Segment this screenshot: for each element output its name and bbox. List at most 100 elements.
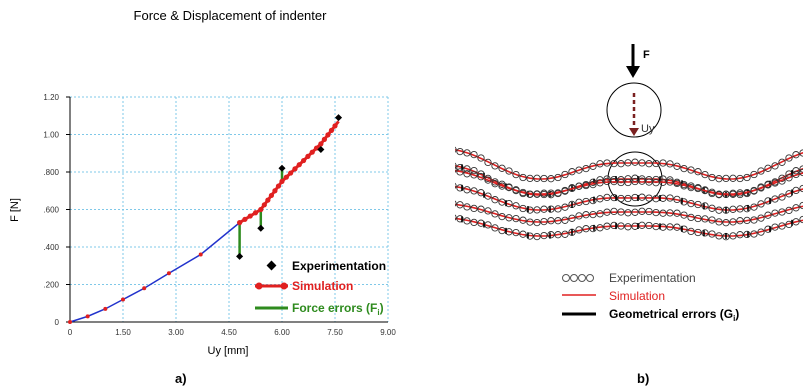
experimental-point [792, 170, 800, 179]
experimental-point [757, 228, 765, 236]
y-tick-label: 1.00 [43, 131, 59, 140]
experimental-point [540, 189, 548, 197]
experimental-point [778, 158, 786, 166]
experimental-point [456, 168, 464, 176]
experimental-point [764, 211, 772, 219]
force-displacement-chart: 0 1.50 3.00 4.50 6.00 7.50 9.00 0 .200 .400 .600 .8… [9, 93, 396, 357]
experimental-point [617, 178, 625, 187]
experimental-point [533, 190, 541, 198]
legend-item-force-errors: Force errors (Fi) [255, 301, 384, 317]
experimental-point [561, 230, 569, 238]
experimental-point [512, 170, 520, 179]
simulation-dot [328, 127, 335, 133]
experimental-point [477, 154, 485, 162]
simulation-dot [296, 162, 302, 168]
legend-marker-circle [578, 274, 586, 282]
experimental-point [701, 229, 709, 237]
experimental-point [463, 203, 471, 211]
experimental-point [680, 182, 688, 190]
x-tick-label: 7.50 [327, 328, 343, 337]
experimental-point [785, 154, 793, 162]
experimental-point [582, 164, 590, 173]
experimental-point [470, 150, 478, 159]
experimental-point [596, 210, 604, 218]
experimental-point [596, 160, 604, 168]
simulation-dot [272, 188, 278, 194]
simulation-dot [268, 192, 274, 199]
experimental-point [589, 210, 597, 219]
experimental-point [519, 216, 527, 224]
experimental-point [463, 165, 471, 173]
experimental-point [687, 199, 695, 208]
legend-label: Geometrical errors (Gi) [609, 307, 739, 323]
experimental-point [645, 207, 653, 216]
experimental-point [645, 160, 653, 168]
experimental-point [624, 194, 632, 203]
simulation-dot [309, 149, 315, 155]
legend-label: Experimentation [609, 271, 696, 285]
experimental-point [561, 187, 569, 195]
experimental-point [680, 198, 688, 206]
experimental-point [547, 205, 555, 213]
legend-b-item-experimentation: Experimentation [562, 271, 696, 285]
experimental-point [547, 175, 555, 183]
experimental-point [764, 181, 772, 189]
legend-marker-circle [570, 274, 578, 282]
experimental-point [785, 174, 793, 182]
experimental-point [456, 147, 464, 156]
experimental-point [722, 219, 730, 227]
experimental-point [519, 188, 527, 197]
legend-label: Simulation [292, 279, 353, 293]
force-arrow [626, 44, 640, 78]
experimental-point [610, 193, 618, 202]
experimental-point [533, 206, 541, 214]
simulation-dot [275, 183, 282, 189]
experimental-point [757, 167, 765, 175]
chart-title: Force & Displacement of indenter [133, 8, 327, 23]
experimental-point [610, 221, 618, 230]
x-tick-label: 6.00 [274, 328, 290, 337]
legend: Experimentation Simulation Force errors … [255, 259, 386, 317]
experimental-point [729, 174, 737, 182]
x-axis-label: Uy [mm] [208, 345, 249, 357]
x-tick-label: 3.00 [168, 328, 184, 337]
simulation-point [166, 271, 171, 276]
experimental-point [757, 184, 765, 192]
legend-marker-dot [280, 282, 288, 290]
experimental-point [624, 159, 632, 167]
experimental-point [624, 178, 632, 187]
experimental-point [764, 164, 772, 172]
legend-label: Simulation [609, 289, 665, 303]
experimental-point [596, 179, 604, 187]
experimental-point [505, 183, 513, 192]
experimental-point [673, 223, 681, 231]
experimental-point [799, 184, 803, 193]
experimental-point [463, 149, 471, 157]
experimental-point [631, 177, 639, 186]
fibers [455, 146, 803, 241]
experimental-point [455, 214, 457, 221]
experimental-point [722, 174, 730, 183]
experimental-point [708, 230, 716, 238]
experimental-point [582, 225, 590, 233]
experimental-point [750, 230, 758, 238]
indentation-diagram: F Uy Experimentation Simulation Geome [455, 44, 803, 323]
experimental-point [589, 196, 597, 205]
simulation-dot [247, 213, 253, 219]
experimental-point [617, 208, 625, 216]
legend-item-simulation: Simulation [255, 279, 353, 293]
simulation-dot [332, 123, 338, 129]
experimental-point [750, 203, 758, 211]
experimental-point [470, 204, 478, 213]
experimental-point [498, 182, 506, 190]
experimental-point [512, 202, 520, 210]
experimental-point [799, 201, 803, 210]
displacement-label: Uy [641, 123, 655, 135]
legend-marker-dot [255, 282, 263, 290]
experimental-point [582, 181, 590, 190]
simulation-dot [305, 153, 311, 159]
experimental-point [729, 205, 737, 213]
experimental-point [484, 158, 492, 167]
experimental-point [568, 168, 576, 176]
experimental-point [498, 226, 506, 235]
